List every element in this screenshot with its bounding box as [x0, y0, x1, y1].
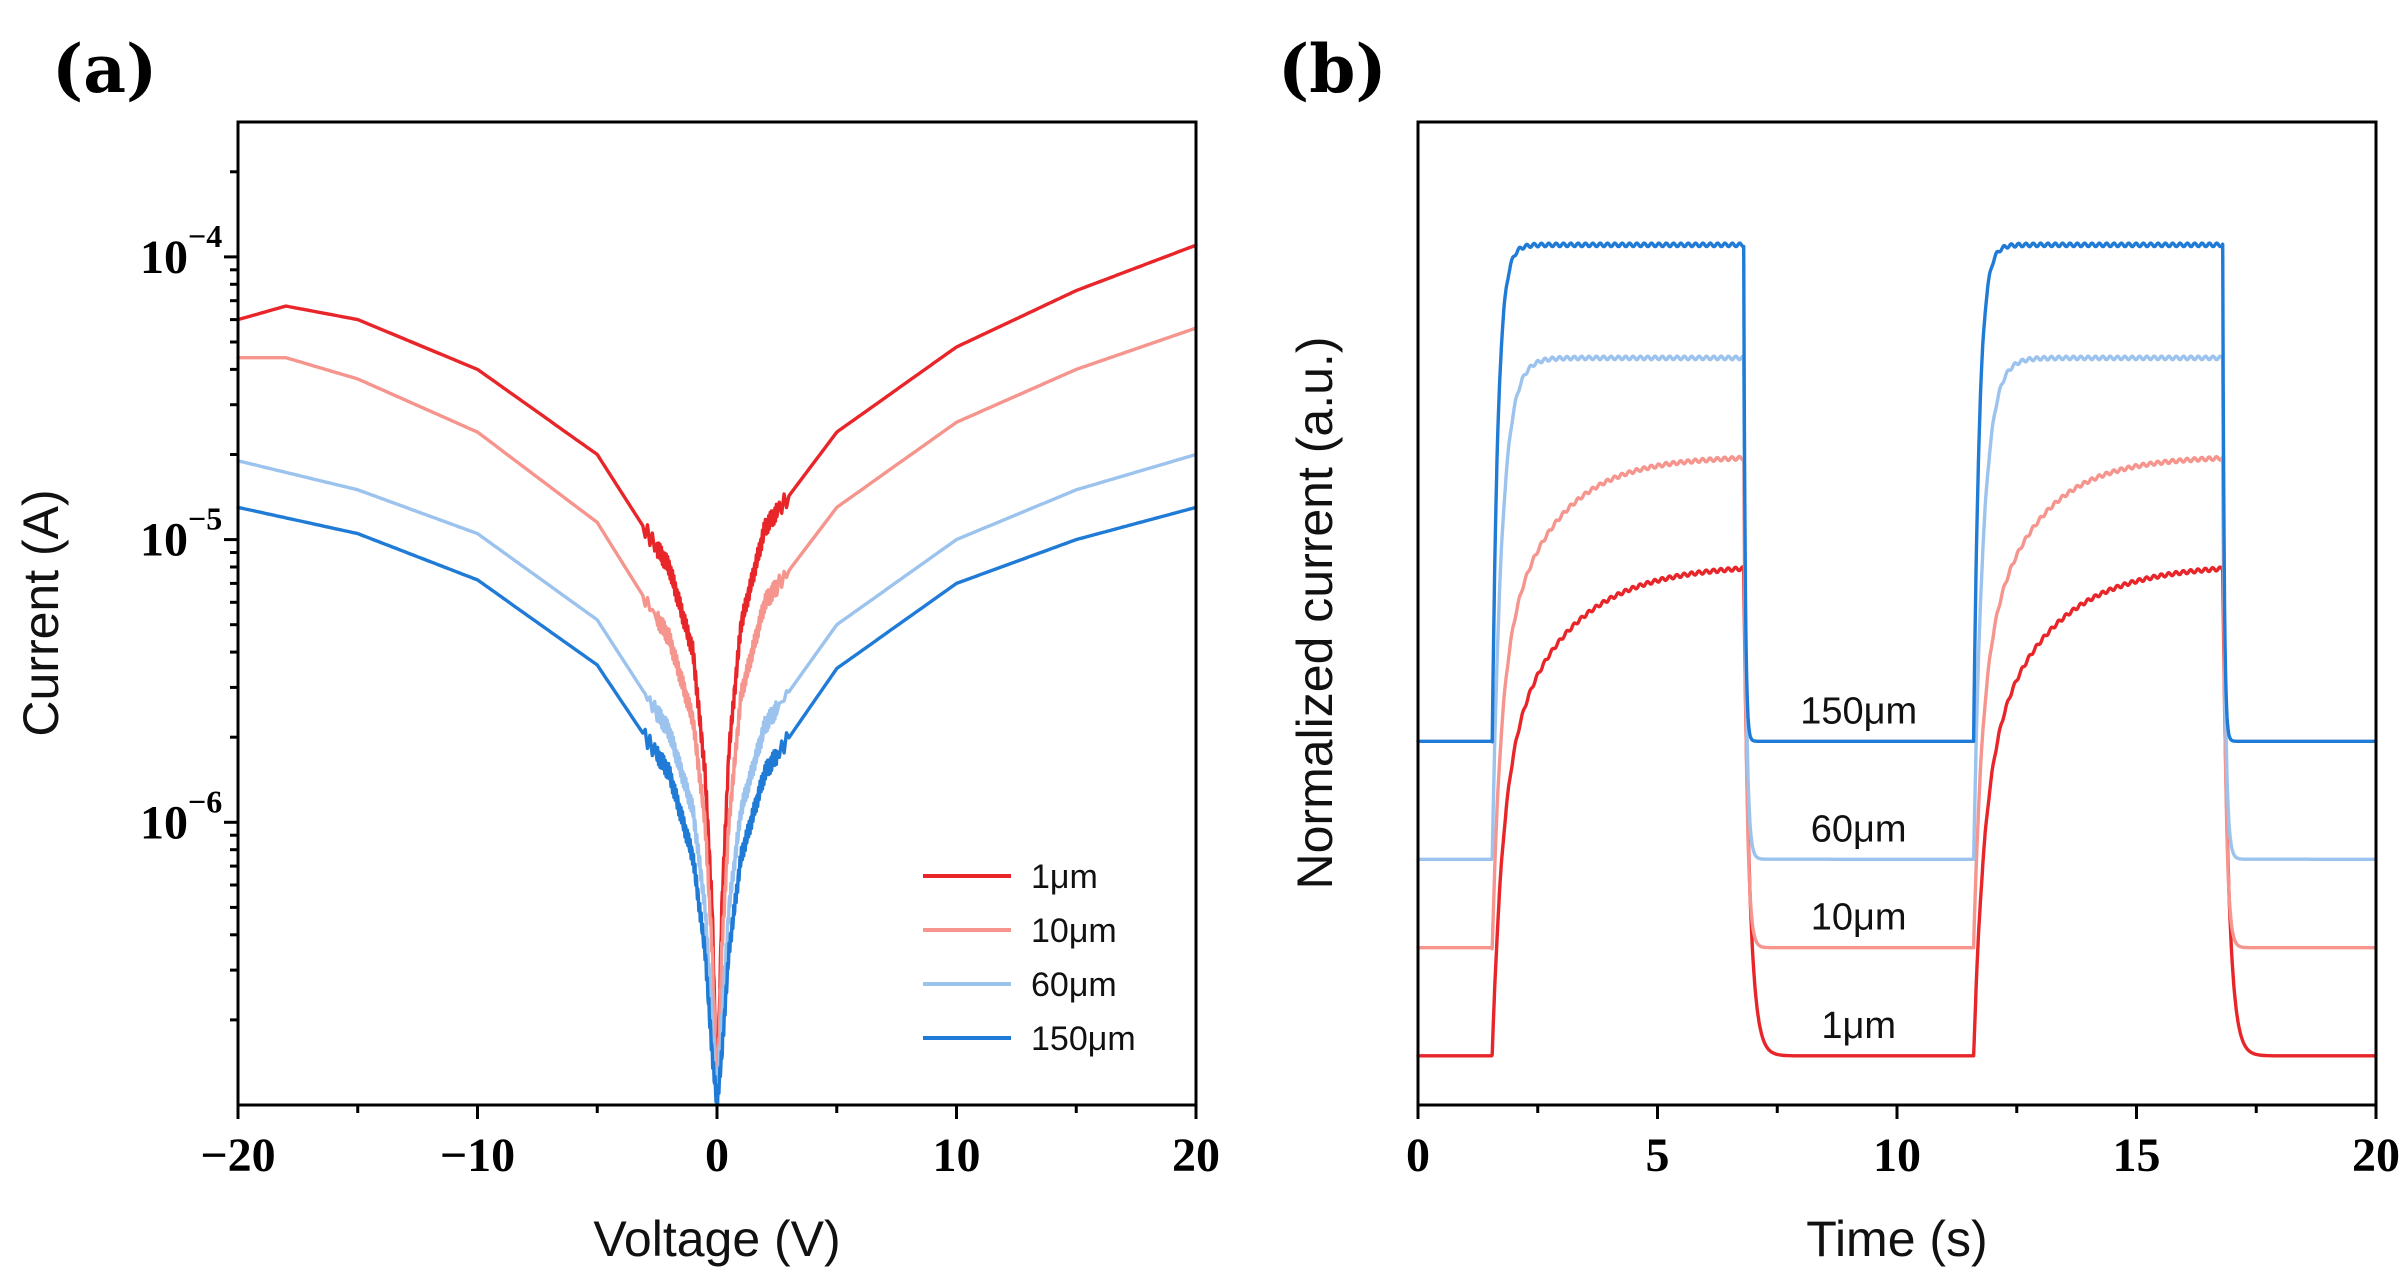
series-labels-b: 1μm 10μm 60μm 150μm — [1800, 690, 1917, 1047]
x-tick-label-b-1: 5 — [1646, 1129, 1670, 1182]
x-tick-label-b-0: 0 — [1406, 1129, 1430, 1182]
series-line-b-1 — [1416, 454, 2378, 951]
series-label-b-0: 1μm — [1821, 1005, 1896, 1047]
series-label-b-2: 60μm — [1811, 808, 1907, 850]
legend-label-a-1: 10μm — [1031, 912, 1117, 950]
panel-label-b: (b) — [1278, 30, 1387, 108]
y-tick-label-a-1: 10 — [140, 514, 188, 567]
y-tick-label-a-2: 10 — [140, 231, 188, 284]
x-tick-label-a-1: −10 — [440, 1129, 515, 1182]
x-tick-label-a-4: 20 — [1172, 1129, 1220, 1182]
legend-label-a-2: 60μm — [1031, 966, 1117, 1004]
y-tick-exp-a-2: −4 — [188, 218, 222, 254]
legend-a: 1μm 10μm 60μm 150μm — [923, 858, 1136, 1058]
x-tick-label-b-4: 20 — [2352, 1129, 2400, 1182]
panel-label-a: (a) — [52, 30, 157, 108]
series-line-b-3 — [1416, 241, 2378, 744]
series-line-a-3 — [236, 505, 1198, 1107]
x-axis-title-b: Time (s) — [1806, 1211, 1987, 1267]
legend-label-a-3: 150μm — [1031, 1020, 1136, 1058]
x-tick-label-a-3: 10 — [933, 1129, 981, 1182]
y-axis-title-b: Normalized current (a.u.) — [1287, 337, 1343, 890]
ticks-group-b: 0 5 10 15 20 — [1406, 1105, 2400, 1182]
x-axis-title-a: Voltage (V) — [593, 1211, 840, 1267]
y-tick-exp-a-1: −5 — [188, 501, 222, 537]
plot-frame-a — [236, 120, 1198, 1107]
y-tick-label-a-0: 10 — [140, 796, 188, 849]
x-tick-label-b-2: 10 — [1873, 1129, 1921, 1182]
x-tick-label-a-0: −20 — [200, 1129, 275, 1182]
y-axis-title-a: Current (A) — [13, 489, 69, 736]
series-group-b — [1416, 241, 2378, 1058]
series-label-b-1: 10μm — [1811, 897, 1907, 939]
series-line-b-0 — [1416, 565, 2378, 1058]
legend-label-a-0: 1μm — [1031, 858, 1098, 896]
series-label-b-3: 150μm — [1800, 690, 1917, 732]
x-tick-label-b-3: 15 — [2113, 1129, 2161, 1182]
chart-b: (b) 0 5 10 15 20 1μm 10μm 60μm 150μm Time (s) N… — [1278, 30, 2400, 1267]
series-line-a-2 — [236, 452, 1198, 1105]
series-line-b-2 — [1416, 354, 2378, 861]
y-tick-exp-a-0: −6 — [188, 783, 222, 819]
x-tick-label-a-2: 0 — [705, 1129, 729, 1182]
